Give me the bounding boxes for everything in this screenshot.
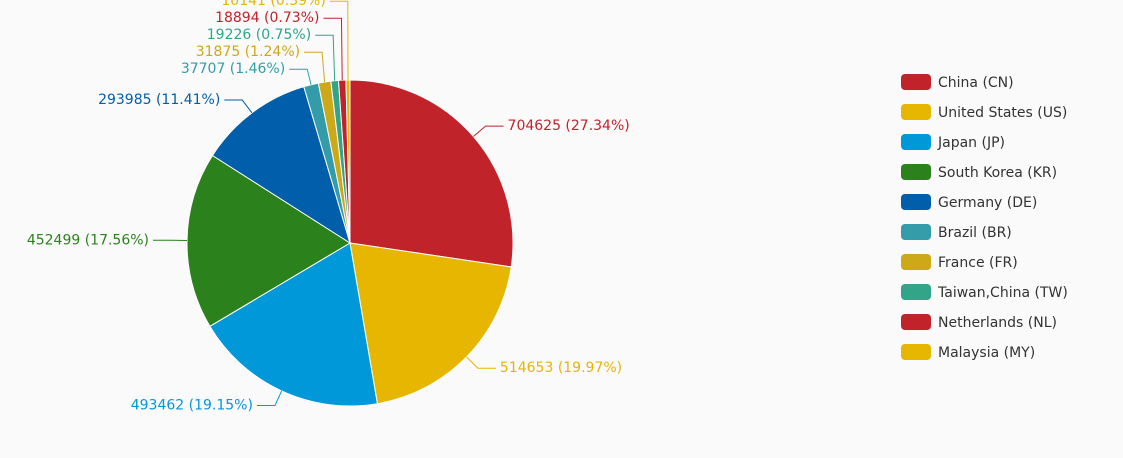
legend-label: United States (US) (938, 105, 1067, 121)
data-label: 19226 (0.75%) (207, 27, 311, 43)
legend-swatch (901, 164, 931, 180)
legend-swatch (901, 254, 931, 270)
legend-swatch (901, 344, 931, 360)
legend-label: Japan (JP) (937, 135, 1005, 151)
legend-label: Malaysia (MY) (938, 345, 1035, 361)
label-line (224, 99, 253, 114)
label-line (329, 0, 349, 81)
pie-slice (349, 79, 514, 268)
data-label: 18894 (0.73%) (215, 10, 319, 26)
label-line (323, 17, 343, 81)
legend-label: South Korea (KR) (938, 165, 1057, 181)
legend-label: China (CN) (938, 75, 1014, 91)
pie-slice (349, 242, 512, 405)
data-label: 10141 (0.39%) (221, 0, 325, 9)
legend-label: France (FR) (938, 255, 1018, 271)
legend-swatch (901, 74, 931, 90)
label-line (466, 356, 496, 369)
data-label: 37707 (1.46%) (181, 61, 285, 77)
pie-slice (211, 86, 351, 245)
data-label: 452499 (17.56%) (27, 232, 149, 248)
legend-swatch (901, 224, 931, 240)
label-line (473, 125, 504, 137)
data-label: 31875 (1.24%) (196, 44, 300, 60)
legend-label: Germany (DE) (938, 195, 1037, 211)
label-line (256, 390, 283, 407)
legend-swatch (901, 284, 931, 300)
pie-slice (186, 154, 351, 328)
legend-swatch (901, 134, 931, 150)
data-label: 704625 (27.34%) (508, 118, 630, 134)
legend-label: Brazil (BR) (938, 225, 1012, 241)
label-line (304, 51, 326, 83)
data-label: 514653 (19.97%) (500, 360, 622, 376)
label-line (289, 68, 312, 85)
label-line (315, 34, 336, 81)
legend-label: Taiwan,China (TW) (937, 285, 1068, 301)
data-label: 293985 (11.41%) (98, 92, 220, 108)
legend-label: Netherlands (NL) (938, 315, 1057, 331)
legend-swatch (901, 104, 931, 120)
legend-swatch (901, 194, 931, 210)
data-label: 493462 (19.15%) (131, 398, 253, 414)
pie-slice (209, 242, 378, 407)
legend-swatch (901, 314, 931, 330)
